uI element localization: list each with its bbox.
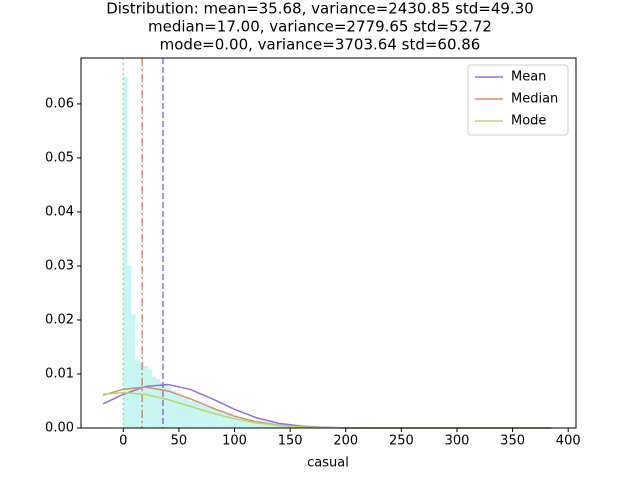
x-axis-label: casual — [307, 456, 349, 471]
histogram-bar — [180, 396, 184, 428]
histogram-bar — [156, 379, 160, 428]
x-tick-label: 0 — [119, 434, 127, 449]
histogram-bar — [205, 406, 209, 428]
legend-label: Mode — [511, 114, 546, 129]
histogram-bar — [209, 408, 213, 428]
x-tick-label: 100 — [222, 434, 247, 449]
histogram-bar — [152, 377, 156, 428]
y-tick-label: 0.03 — [45, 258, 74, 273]
histogram-bar — [189, 401, 193, 428]
histogram-bar — [172, 390, 176, 428]
histogram-bar — [201, 405, 205, 428]
histogram-bar — [197, 404, 201, 428]
chart-title: mode=0.00, variance=3703.64 std=60.86 — [160, 36, 481, 54]
x-tick-label: 350 — [500, 434, 525, 449]
y-tick-label: 0.05 — [45, 150, 74, 165]
y-tick-label: 0.04 — [45, 204, 74, 219]
x-tick-label: 50 — [171, 434, 188, 449]
histogram-bar — [127, 266, 131, 428]
y-tick-label: 0.02 — [45, 312, 74, 327]
legend-label: Median — [511, 92, 558, 107]
y-tick-label: 0.06 — [45, 96, 74, 111]
x-tick-label: 250 — [389, 434, 414, 449]
x-tick-label: 150 — [278, 434, 303, 449]
histogram-bar — [185, 398, 189, 428]
chart-title: Distribution: mean=35.68, variance=2430.… — [106, 0, 534, 18]
x-tick-label: 300 — [445, 434, 470, 449]
histogram-bar — [144, 366, 148, 428]
histogram-bar — [233, 416, 237, 428]
histogram-bar — [193, 402, 197, 428]
histogram-bar — [176, 393, 180, 428]
histogram-bar — [131, 315, 135, 428]
x-tick-label: 200 — [333, 434, 358, 449]
y-tick-label: 0.00 — [45, 421, 74, 436]
histogram-bar — [148, 369, 152, 428]
y-tick-label: 0.01 — [45, 366, 74, 381]
histogram-bar — [168, 387, 172, 428]
legend-label: Mean — [511, 70, 546, 85]
x-tick-label: 400 — [556, 434, 581, 449]
chart-title: median=17.00, variance=2779.65 std=52.72 — [148, 18, 492, 36]
histogram-bar — [213, 410, 217, 428]
